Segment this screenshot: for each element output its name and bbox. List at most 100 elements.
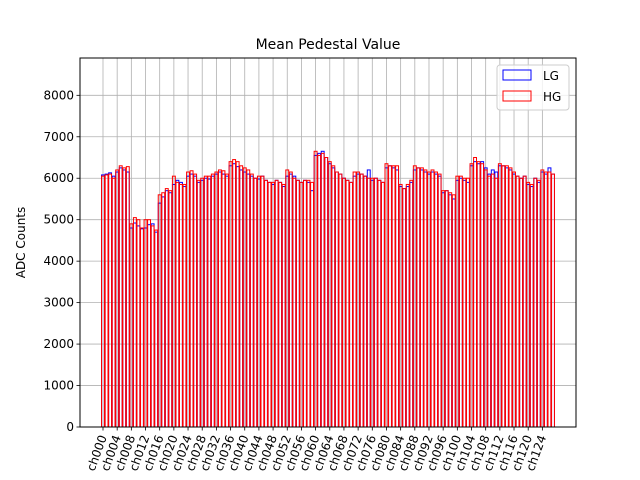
bar-hg [437, 173, 442, 428]
y-axis-label: ADC Counts [14, 207, 28, 279]
bar-hg [338, 173, 343, 428]
bar-hg [104, 174, 109, 428]
bar-hg [303, 179, 307, 428]
bar-hg [264, 179, 268, 428]
bar-hg [409, 179, 414, 428]
bar-hg [480, 163, 485, 428]
bar-hg [363, 175, 368, 428]
bar-hg [434, 171, 439, 428]
bar-hg [125, 166, 130, 428]
bar-hg [473, 157, 477, 428]
bar-hg [416, 167, 421, 428]
bar-hg [207, 175, 212, 428]
x-axis-ticks: ch000ch004ch008ch012ch016ch020ch024ch028… [84, 427, 549, 473]
bars [101, 150, 555, 428]
bar-hg [136, 219, 141, 428]
bar-hg [423, 169, 428, 428]
y-tick-label: 1000 [43, 379, 74, 393]
bar-hg [320, 152, 325, 428]
bar-hg [349, 181, 353, 428]
bar-hg [529, 183, 534, 428]
y-tick-label: 8000 [43, 88, 74, 102]
bar-hg [476, 161, 481, 428]
bar-hg [161, 192, 166, 428]
y-tick-label: 6000 [43, 171, 74, 185]
bar-hg [306, 179, 311, 428]
bar-hg [310, 181, 315, 428]
y-tick-label: 0 [66, 420, 74, 434]
bar-hg [391, 165, 396, 428]
bar-hg [168, 190, 173, 428]
legend-swatch-hg [502, 90, 532, 102]
bar-hg [543, 171, 548, 428]
bar-hg [536, 179, 541, 428]
legend-swatch-lg [502, 69, 532, 81]
bar-hg [232, 159, 237, 428]
bar-hg [249, 173, 254, 428]
bar-hg [140, 227, 144, 428]
bar-hg [395, 165, 400, 428]
bar-hg [451, 194, 456, 428]
bar-hg [359, 173, 364, 428]
bar-hg [154, 229, 159, 428]
bar-hg [402, 188, 407, 428]
bar-hg [490, 173, 495, 428]
bar-hg [515, 175, 520, 428]
bar-hg [331, 165, 336, 428]
bar-hg [150, 225, 155, 428]
bar-hg [221, 170, 226, 428]
bar-hg [352, 171, 357, 428]
bar-hg [203, 175, 208, 428]
y-axis-ticks: 0 1000 2000 3000 4000 5000 6000 7000 8000 [43, 88, 80, 434]
bar-hg [377, 179, 382, 428]
bar-hg [547, 171, 552, 428]
bar-hg [345, 179, 350, 428]
bar-hg [405, 183, 410, 428]
bar-hg [448, 192, 453, 428]
bar-hg [260, 175, 265, 428]
plot-frame [79, 57, 577, 428]
bar-hg [380, 181, 385, 428]
bar-hg [324, 157, 329, 428]
bar-hg [288, 171, 293, 428]
legend-box [496, 64, 570, 111]
bar-hg [487, 175, 492, 428]
bar-hg [508, 167, 513, 428]
bar-hg [235, 161, 240, 428]
bar-hg [164, 188, 169, 428]
legend: LG HG [496, 64, 570, 111]
bar-hg [388, 165, 392, 428]
bar-hg [193, 173, 198, 428]
y-tick-label: 5000 [43, 213, 74, 227]
bar-hg [444, 190, 449, 428]
bar-hg [295, 179, 300, 428]
bar-hg [225, 173, 229, 428]
bar-hg [267, 181, 272, 428]
bar-hg [217, 169, 222, 428]
bar-hg [175, 181, 180, 428]
y-tick-label: 2000 [43, 337, 74, 351]
bar-hg [210, 173, 215, 428]
bar-hg [522, 175, 527, 428]
bar-hg [118, 165, 123, 428]
y-tick-label: 4000 [43, 254, 74, 268]
bar-hg [122, 167, 127, 428]
bar-hg [108, 173, 113, 428]
bar-hg [317, 154, 322, 428]
chart-title: Mean Pedestal Value [256, 37, 401, 53]
bar-hg [504, 165, 509, 428]
bar-hg [196, 179, 201, 428]
bar-hg [458, 175, 463, 428]
bar-hg [179, 183, 183, 428]
bar-hg [501, 165, 506, 428]
legend-label-lg: LG [543, 69, 559, 83]
legend-label-hg: HG [543, 90, 561, 104]
bar-hg [189, 170, 194, 428]
y-tick-label: 3000 [43, 296, 74, 310]
bar-hg [430, 169, 435, 428]
bar-hg [281, 183, 286, 428]
grid [80, 58, 576, 428]
bar-hg [278, 181, 283, 428]
bar-hg [334, 171, 339, 428]
